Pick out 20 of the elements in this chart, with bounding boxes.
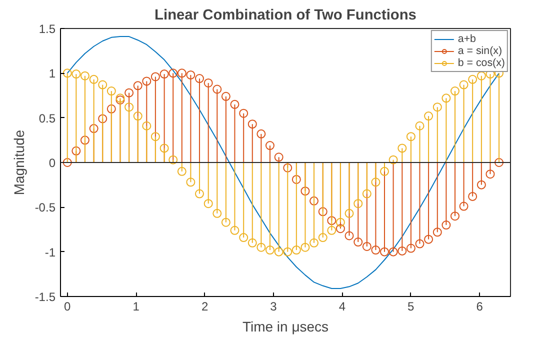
legend-label: a = sin(x) — [458, 45, 502, 57]
x-axis-title: Time in μsecs — [242, 318, 329, 334]
y-tick-label: -1.5 — [34, 290, 56, 304]
legend-label: b = cos(x) — [458, 57, 505, 69]
x-tick-label: 4 — [338, 300, 346, 314]
y-tick-label: 1 — [48, 66, 56, 81]
chart-title: Linear Combination of Two Functions — [154, 8, 416, 24]
x-tick-label: 5 — [408, 300, 415, 314]
x-tick-label: 0 — [64, 300, 72, 314]
legend-label: a+b — [458, 33, 476, 45]
y-axis-title: Magnitude — [10, 130, 27, 196]
x-tick-label: 2 — [201, 300, 208, 314]
y-tick-label: -0.5 — [34, 200, 56, 215]
x-tick-label: 6 — [476, 300, 484, 314]
x-tick-label: 3 — [270, 300, 278, 314]
y-tick-label: 1.5 — [38, 22, 56, 36]
y-tick-label: -1 — [44, 245, 56, 260]
y-tick-label: 0.5 — [38, 111, 56, 126]
y-tick-label: 0 — [48, 156, 56, 170]
x-tick-label: 1 — [132, 300, 140, 314]
